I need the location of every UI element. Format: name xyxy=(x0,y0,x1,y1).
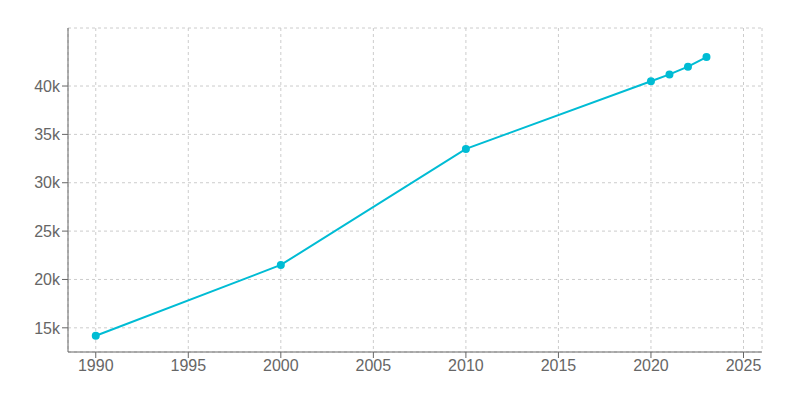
svg-text:1995: 1995 xyxy=(170,357,206,374)
svg-text:2010: 2010 xyxy=(448,357,484,374)
svg-text:2025: 2025 xyxy=(726,357,762,374)
svg-text:35k: 35k xyxy=(34,126,61,143)
svg-text:2005: 2005 xyxy=(356,357,392,374)
svg-text:1990: 1990 xyxy=(78,357,114,374)
svg-text:20k: 20k xyxy=(34,271,61,288)
svg-text:2015: 2015 xyxy=(541,357,577,374)
svg-text:2020: 2020 xyxy=(633,357,669,374)
svg-text:40k: 40k xyxy=(34,78,61,95)
svg-text:2000: 2000 xyxy=(263,357,299,374)
svg-text:30k: 30k xyxy=(34,174,61,191)
svg-text:15k: 15k xyxy=(34,320,61,337)
svg-text:25k: 25k xyxy=(34,223,61,240)
